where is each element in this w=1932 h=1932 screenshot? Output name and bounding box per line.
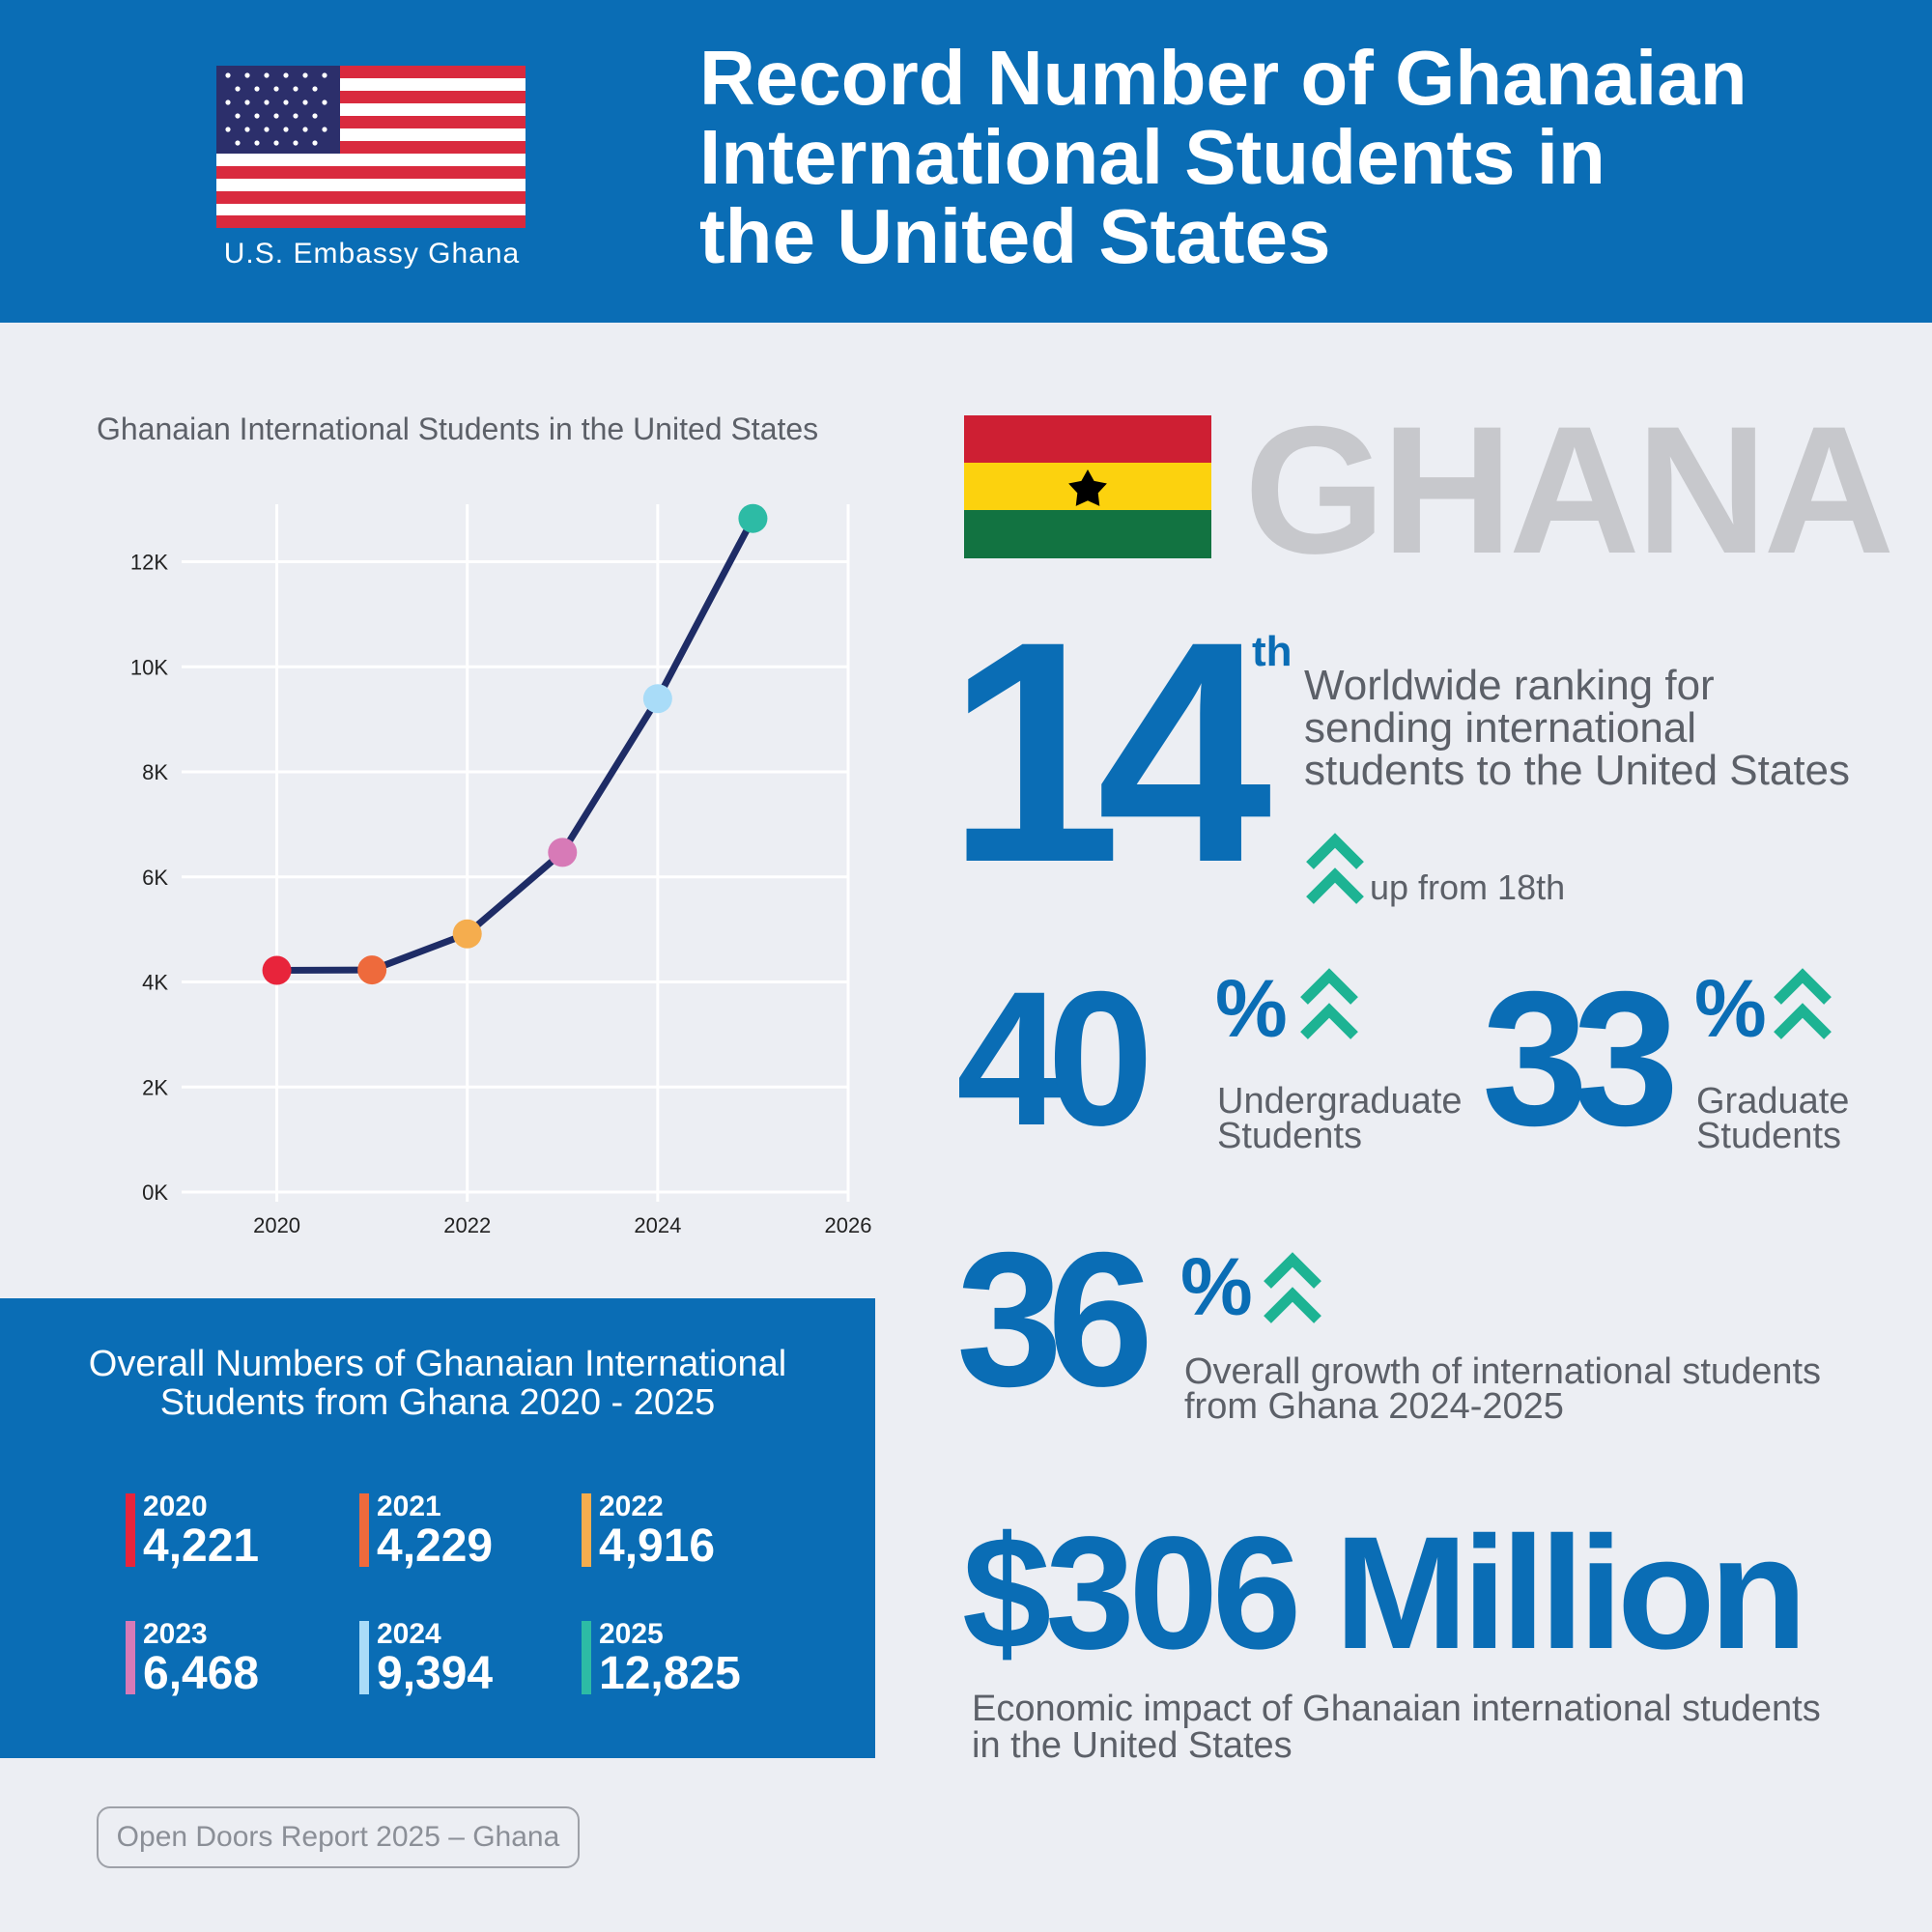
ranking-desc-line: students to the United States bbox=[1304, 747, 1851, 794]
overall-growth-label-line: from Ghana 2024-2025 bbox=[1184, 1386, 1564, 1427]
year-stat: 2024 9,394 bbox=[359, 1618, 572, 1699]
graduate-label: Graduate Students bbox=[1696, 1081, 1850, 1156]
economic-impact-label-line: Economic impact of Ghanaian internationa… bbox=[972, 1689, 1821, 1729]
embassy-label: U.S. Embassy Ghana bbox=[223, 238, 521, 270]
y-tick-label: 8K bbox=[142, 760, 168, 784]
year-label: 2022 bbox=[599, 1491, 664, 1522]
overall-growth-percent-sign: % bbox=[1180, 1241, 1253, 1332]
x-tick-label: 2020 bbox=[253, 1213, 300, 1237]
data-point bbox=[262, 955, 292, 985]
double-chevron-up-icon bbox=[1774, 968, 1832, 1039]
year-stat: 2021 4,229 bbox=[359, 1491, 572, 1572]
year-color-bar bbox=[359, 1621, 369, 1694]
undergrad-label-line: Students bbox=[1217, 1116, 1362, 1156]
year-value: 12,825 bbox=[599, 1648, 741, 1699]
year-value: 4,221 bbox=[143, 1520, 260, 1572]
overall-numbers-panel: Overall Numbers of Ghanaian Internationa… bbox=[0, 1298, 875, 1758]
ranking-desc-line: sending international bbox=[1304, 704, 1697, 752]
undergrad-label-line: Undergraduate bbox=[1217, 1081, 1463, 1122]
series-line bbox=[273, 515, 756, 975]
y-tick-label: 4K bbox=[142, 971, 168, 995]
year-value: 6,468 bbox=[143, 1648, 260, 1699]
students-line-chart: 0K 2K 4K 6K 8K 10K 12K 2020 2022 2024 2026 bbox=[130, 503, 872, 1237]
year-color-bar bbox=[359, 1493, 369, 1567]
title-line: International Students in bbox=[699, 114, 1605, 200]
data-point bbox=[738, 503, 768, 533]
ghana-heading: GHANA bbox=[1244, 388, 1894, 591]
data-point bbox=[452, 919, 482, 949]
year-label: 2020 bbox=[143, 1491, 208, 1522]
x-tick-label: 2024 bbox=[634, 1213, 681, 1237]
overall-title-line: Students from Ghana 2020 - 2025 bbox=[159, 1382, 716, 1423]
chart-title: Ghanaian International Students in the U… bbox=[97, 412, 819, 446]
double-chevron-up-icon bbox=[1306, 833, 1364, 904]
year-value: 9,394 bbox=[377, 1648, 494, 1699]
source-citation: Open Doors Report 2025 – Ghana bbox=[97, 1806, 580, 1868]
double-chevron-up-icon bbox=[1264, 1252, 1321, 1323]
ranking-desc-line: Worldwide ranking for bbox=[1304, 662, 1715, 709]
year-stat: 2023 6,468 bbox=[126, 1618, 338, 1699]
title-line: the United States bbox=[699, 193, 1331, 279]
undergrad-percent-sign: % bbox=[1215, 963, 1288, 1054]
economic-impact-value: $306 Million bbox=[962, 1504, 1807, 1683]
overall-growth-percent: 36 bbox=[956, 1212, 1153, 1426]
x-tick-label: 2022 bbox=[443, 1213, 491, 1237]
header-banner: U.S. Embassy Ghana Record Number of Ghan… bbox=[0, 0, 1932, 323]
data-point bbox=[642, 684, 672, 714]
year-color-bar bbox=[126, 1493, 135, 1567]
y-tick-label: 6K bbox=[142, 866, 168, 890]
data-point bbox=[548, 838, 578, 867]
undergrad-percent: 40 bbox=[956, 952, 1153, 1165]
year-label: 2024 bbox=[377, 1618, 441, 1650]
overall-numbers-title: Overall Numbers of Ghanaian Internationa… bbox=[0, 1345, 875, 1422]
year-color-bar bbox=[126, 1621, 135, 1694]
economic-impact-label-line: in the United States bbox=[972, 1725, 1293, 1766]
ranking-previous: up from 18th bbox=[1370, 867, 1566, 907]
graduate-percent: 33 bbox=[1482, 952, 1679, 1165]
page-title: Record Number of Ghanaian International … bbox=[699, 39, 1897, 276]
economic-impact-label: Economic impact of Ghanaian internationa… bbox=[972, 1690, 1899, 1764]
x-tick-label: 2026 bbox=[825, 1213, 872, 1237]
us-flag-icon bbox=[216, 66, 526, 228]
year-stat: 2025 12,825 bbox=[582, 1618, 794, 1699]
year-color-bar bbox=[582, 1493, 591, 1567]
year-stat: 2022 4,916 bbox=[582, 1491, 794, 1572]
undergrad-label: Undergraduate Students bbox=[1217, 1081, 1463, 1156]
year-label: 2025 bbox=[599, 1618, 664, 1650]
year-label: 2023 bbox=[143, 1618, 208, 1650]
ranking-number: 14 bbox=[947, 577, 1272, 928]
graduate-percent-sign: % bbox=[1694, 963, 1767, 1054]
y-tick-label: 0K bbox=[142, 1180, 168, 1205]
y-tick-label: 2K bbox=[142, 1075, 168, 1099]
year-value: 4,229 bbox=[377, 1520, 494, 1572]
year-stat: 2020 4,221 bbox=[126, 1491, 338, 1572]
overall-title-line: Overall Numbers of Ghanaian Internationa… bbox=[88, 1344, 787, 1384]
y-tick-label: 10K bbox=[130, 655, 168, 679]
graduate-label-line: Students bbox=[1696, 1116, 1841, 1156]
year-label: 2021 bbox=[377, 1491, 441, 1522]
title-line: Record Number of Ghanaian bbox=[699, 35, 1747, 121]
overall-growth-label: Overall growth of international students… bbox=[1184, 1351, 1899, 1427]
year-value: 4,916 bbox=[599, 1520, 716, 1572]
double-chevron-up-icon bbox=[1300, 968, 1358, 1039]
data-point bbox=[357, 955, 387, 985]
y-tick-label: 12K bbox=[130, 551, 168, 575]
ranking-description: Worldwide ranking for sending internatio… bbox=[1304, 665, 1913, 792]
year-color-bar bbox=[582, 1621, 591, 1694]
ghana-flag-icon bbox=[964, 415, 1211, 558]
overall-growth-label-line: Overall growth of international students bbox=[1184, 1351, 1822, 1392]
ranking-suffix: th bbox=[1252, 628, 1293, 675]
graduate-label-line: Graduate bbox=[1696, 1081, 1850, 1122]
